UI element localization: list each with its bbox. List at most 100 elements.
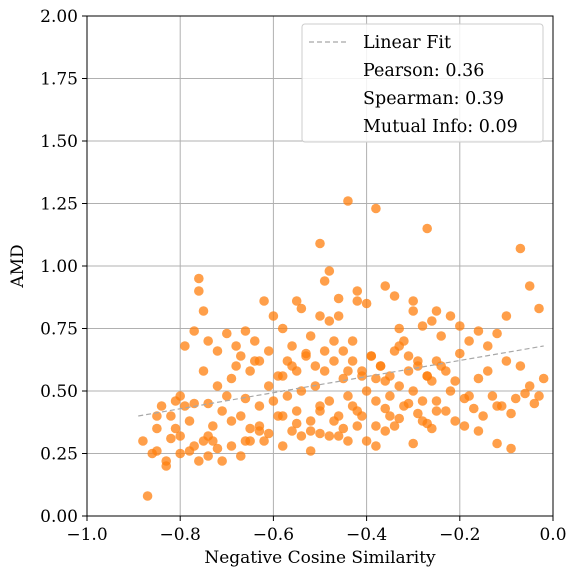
data-point xyxy=(347,336,358,346)
data-point xyxy=(180,401,190,411)
data-point xyxy=(394,413,405,424)
data-point xyxy=(194,273,204,284)
data-point xyxy=(324,396,335,406)
data-point xyxy=(142,491,153,501)
data-point xyxy=(156,401,167,411)
data-point xyxy=(170,396,181,406)
data-point xyxy=(235,411,246,421)
data-point xyxy=(329,336,339,346)
data-point xyxy=(413,361,423,371)
data-point xyxy=(240,326,251,336)
data-point xyxy=(212,443,223,454)
data-point xyxy=(385,371,395,381)
y-tick-label: 0.50 xyxy=(40,382,78,402)
data-point xyxy=(152,423,162,434)
data-point xyxy=(296,303,307,314)
data-point xyxy=(371,441,381,451)
data-point xyxy=(231,341,241,351)
data-point xyxy=(441,406,451,416)
data-point xyxy=(235,351,246,361)
data-point xyxy=(534,303,544,314)
data-point xyxy=(501,356,512,366)
data-point xyxy=(184,416,195,426)
data-point xyxy=(315,311,325,321)
data-point xyxy=(501,311,512,321)
x-tick-label: −0.6 xyxy=(253,525,294,545)
data-point xyxy=(380,281,391,291)
data-point xyxy=(347,401,358,411)
data-point xyxy=(352,296,363,306)
data-point xyxy=(222,391,232,401)
data-point xyxy=(408,386,419,396)
data-point xyxy=(226,416,237,426)
data-point xyxy=(538,373,549,384)
data-point xyxy=(357,411,367,421)
data-point xyxy=(203,451,213,461)
data-point xyxy=(515,361,526,371)
data-point xyxy=(394,381,405,391)
data-point xyxy=(343,196,353,206)
data-point xyxy=(305,331,316,341)
data-point xyxy=(524,381,535,391)
data-point xyxy=(417,416,428,426)
data-point xyxy=(506,443,516,454)
data-point xyxy=(408,438,419,449)
data-point xyxy=(319,346,330,356)
y-tick-label: 1.25 xyxy=(40,195,78,215)
data-point xyxy=(291,406,302,416)
y-tick-label: 1.00 xyxy=(40,257,78,277)
data-point xyxy=(315,428,325,439)
data-point xyxy=(417,396,428,406)
data-point xyxy=(324,316,335,326)
data-point xyxy=(282,356,293,366)
data-point xyxy=(245,423,255,434)
data-point xyxy=(468,403,479,414)
data-point xyxy=(273,371,283,381)
data-point xyxy=(450,376,460,386)
data-point xyxy=(492,328,502,339)
data-point xyxy=(166,433,176,444)
data-point xyxy=(361,386,372,396)
data-point xyxy=(296,431,307,441)
y-tick-label: 0.25 xyxy=(40,445,78,465)
data-point xyxy=(305,416,316,426)
data-point xyxy=(315,406,325,416)
data-point xyxy=(329,416,339,426)
data-point xyxy=(371,396,381,406)
data-point xyxy=(389,421,400,431)
data-point xyxy=(431,396,442,406)
data-point xyxy=(450,416,460,426)
legend-spearman: Spearman: 0.39 xyxy=(363,89,504,109)
data-point xyxy=(245,366,255,376)
data-point xyxy=(291,366,302,376)
data-point xyxy=(138,436,148,446)
data-point xyxy=(263,381,274,391)
data-point xyxy=(333,431,344,441)
data-point xyxy=(175,448,185,459)
data-point xyxy=(385,411,395,421)
data-point xyxy=(217,406,227,416)
data-point xyxy=(212,381,223,391)
data-point xyxy=(455,321,465,331)
data-point xyxy=(464,336,474,346)
data-point xyxy=(324,431,335,441)
data-point xyxy=(436,331,446,341)
data-point xyxy=(431,356,442,366)
data-point xyxy=(175,431,185,441)
data-point xyxy=(431,306,442,316)
data-point xyxy=(403,398,414,409)
data-point xyxy=(259,296,269,306)
y-tick-label: 1.50 xyxy=(40,132,78,152)
data-point xyxy=(431,406,442,416)
data-point xyxy=(492,438,502,449)
data-point xyxy=(222,328,232,339)
x-tick-label: −1.0 xyxy=(66,525,107,545)
data-point xyxy=(380,426,391,436)
y-axis: 0.00 0.25 0.50 0.75 1.00 1.25 1.50 1.75 2.00 xyxy=(40,7,87,527)
data-point xyxy=(226,441,237,451)
data-point xyxy=(427,316,437,326)
data-point xyxy=(231,361,241,371)
data-point xyxy=(427,423,437,434)
data-point xyxy=(198,366,209,376)
data-point xyxy=(161,461,172,471)
